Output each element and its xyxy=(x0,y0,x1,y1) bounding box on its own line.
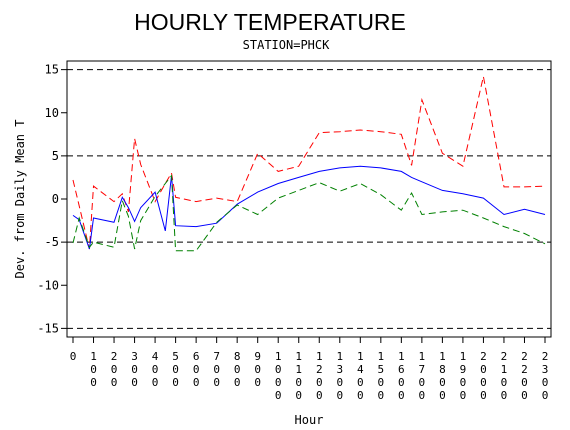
chart-subtitle: STATION=PHCK xyxy=(243,38,330,52)
series-lines xyxy=(72,76,546,252)
chart-title: HOURLY TEMPERATURE xyxy=(134,9,406,35)
y-tick-label: 15 xyxy=(45,63,59,77)
y-tick-label: 10 xyxy=(45,106,59,120)
y-tick-label: 5 xyxy=(52,149,59,163)
x-axis-label: Hour xyxy=(295,413,324,427)
reference-lines xyxy=(67,69,551,329)
y-tick-label: -10 xyxy=(37,278,59,292)
series-line-2 xyxy=(72,165,546,250)
axes: -15 -10 -5 0 5 10 15 0 1 0 0 2 0 0 3 0 0 4 0 0 5 0 0 6 0 0 7 0 0 8 0 0 9… xyxy=(37,63,548,402)
y-tick-label: 0 xyxy=(52,192,59,206)
series-line-1 xyxy=(72,76,546,250)
x-tick-label: 0 xyxy=(70,350,77,363)
plot-frame xyxy=(66,60,552,338)
y-tick-label: -5 xyxy=(45,235,59,249)
y-tick-label: -15 xyxy=(37,321,59,335)
series-line-3 xyxy=(72,174,546,252)
y-axis-label: Dev. from Daily Mean T xyxy=(13,120,27,279)
